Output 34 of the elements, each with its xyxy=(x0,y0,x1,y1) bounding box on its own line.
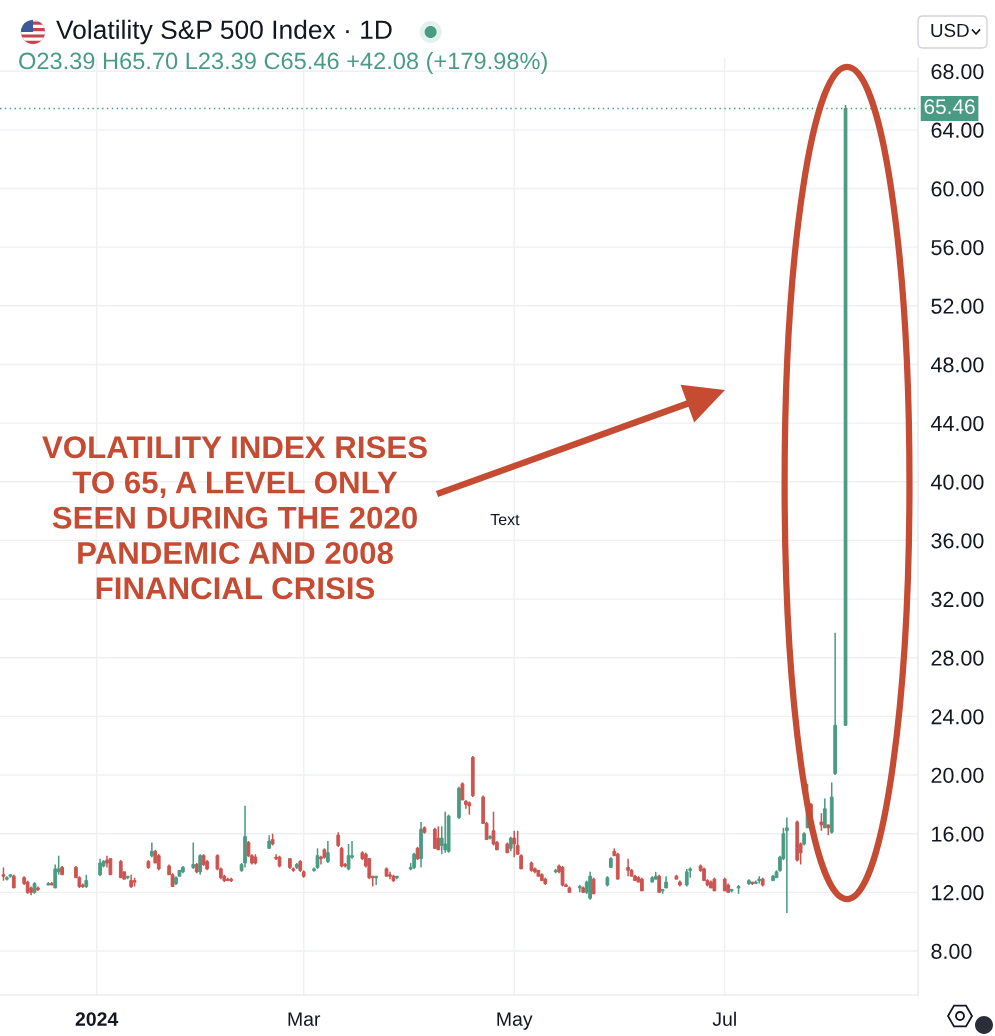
y-tick-label: 36.00 xyxy=(931,533,984,549)
candlestick xyxy=(367,857,372,880)
annotation: VOLATILITY INDEX RISES TO 65, A LEVEL ONLY SEEN DURING THE 2020 PANDEMIC AND 2008 FINANCIAL CRISIS xyxy=(42,436,427,600)
candlestick xyxy=(436,825,441,851)
candlestick xyxy=(315,847,320,870)
x-tick-label: Mar xyxy=(288,1012,321,1026)
y-tick-label: 40.00 xyxy=(930,474,984,490)
candlestick xyxy=(432,827,437,850)
annotation: Text xyxy=(490,514,520,526)
y-tick-label: 44.00 xyxy=(930,415,984,432)
ref-line-label: 65.46 xyxy=(924,99,975,115)
text: USD xyxy=(931,23,969,38)
y-tick-label: 20.00 xyxy=(931,767,984,784)
candlestick xyxy=(626,857,630,877)
candlestick xyxy=(191,841,196,870)
chart-title: Volatility S&P 500 Index · 1D xyxy=(56,19,392,45)
chart-subtitle: O23.39 H65.70 L23.39 C65.46 +42.08 (+179.98%) xyxy=(19,52,547,74)
y-tick-label: 12.00 xyxy=(932,885,984,901)
y-tick-label: 68.00 xyxy=(931,63,984,80)
candlestick xyxy=(822,797,827,829)
candlestick xyxy=(374,875,379,886)
y-tick-label: 16.00 xyxy=(932,826,984,842)
y-tick-label: 8.00 xyxy=(931,943,972,960)
x-tick-label: May xyxy=(497,1012,533,1030)
y-tick-label: 48.00 xyxy=(930,357,984,373)
x-tick-label: 2024 xyxy=(75,1012,119,1026)
x-tick-label: Jul xyxy=(712,1011,736,1026)
y-tick-label: 32.00 xyxy=(931,591,984,608)
y-tick-label: 28.00 xyxy=(931,650,984,666)
y-tick-label: 60.00 xyxy=(931,181,984,197)
y-tick-label: 24.00 xyxy=(931,709,984,725)
y-tick-label: 64.00 xyxy=(931,122,984,138)
y-tick-label: 56.00 xyxy=(931,239,984,256)
y-tick-label: 52.00 xyxy=(931,298,984,314)
